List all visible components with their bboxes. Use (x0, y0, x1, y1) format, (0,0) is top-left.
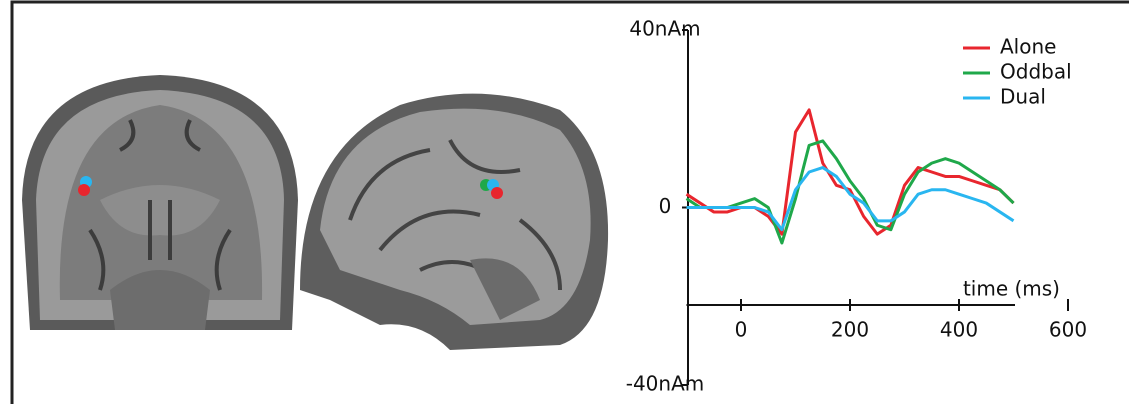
x-tick-label: 0 (735, 318, 748, 342)
x-tick-label: 400 (940, 318, 978, 342)
frame (10, 0, 1129, 408)
y-tick-label: 0 (659, 194, 672, 218)
legend-label: Alone (1000, 35, 1056, 59)
series-line (685, 139, 1015, 245)
sagittal-brain-image (300, 93, 609, 351)
y-tick-label: -40nAm (626, 372, 705, 396)
series-line (686, 166, 1015, 232)
series-line (685, 108, 1015, 236)
x-tick-label: 600 (1049, 318, 1087, 342)
coronal-brain-image (22, 75, 298, 330)
x-axis-label: time (ms) (963, 277, 1060, 301)
legend-label: Oddbal (1000, 60, 1072, 84)
x-tick-label: 200 (831, 318, 869, 342)
y-tick-label: 40nAm (629, 17, 700, 41)
legend-label: Dual (1000, 85, 1046, 109)
